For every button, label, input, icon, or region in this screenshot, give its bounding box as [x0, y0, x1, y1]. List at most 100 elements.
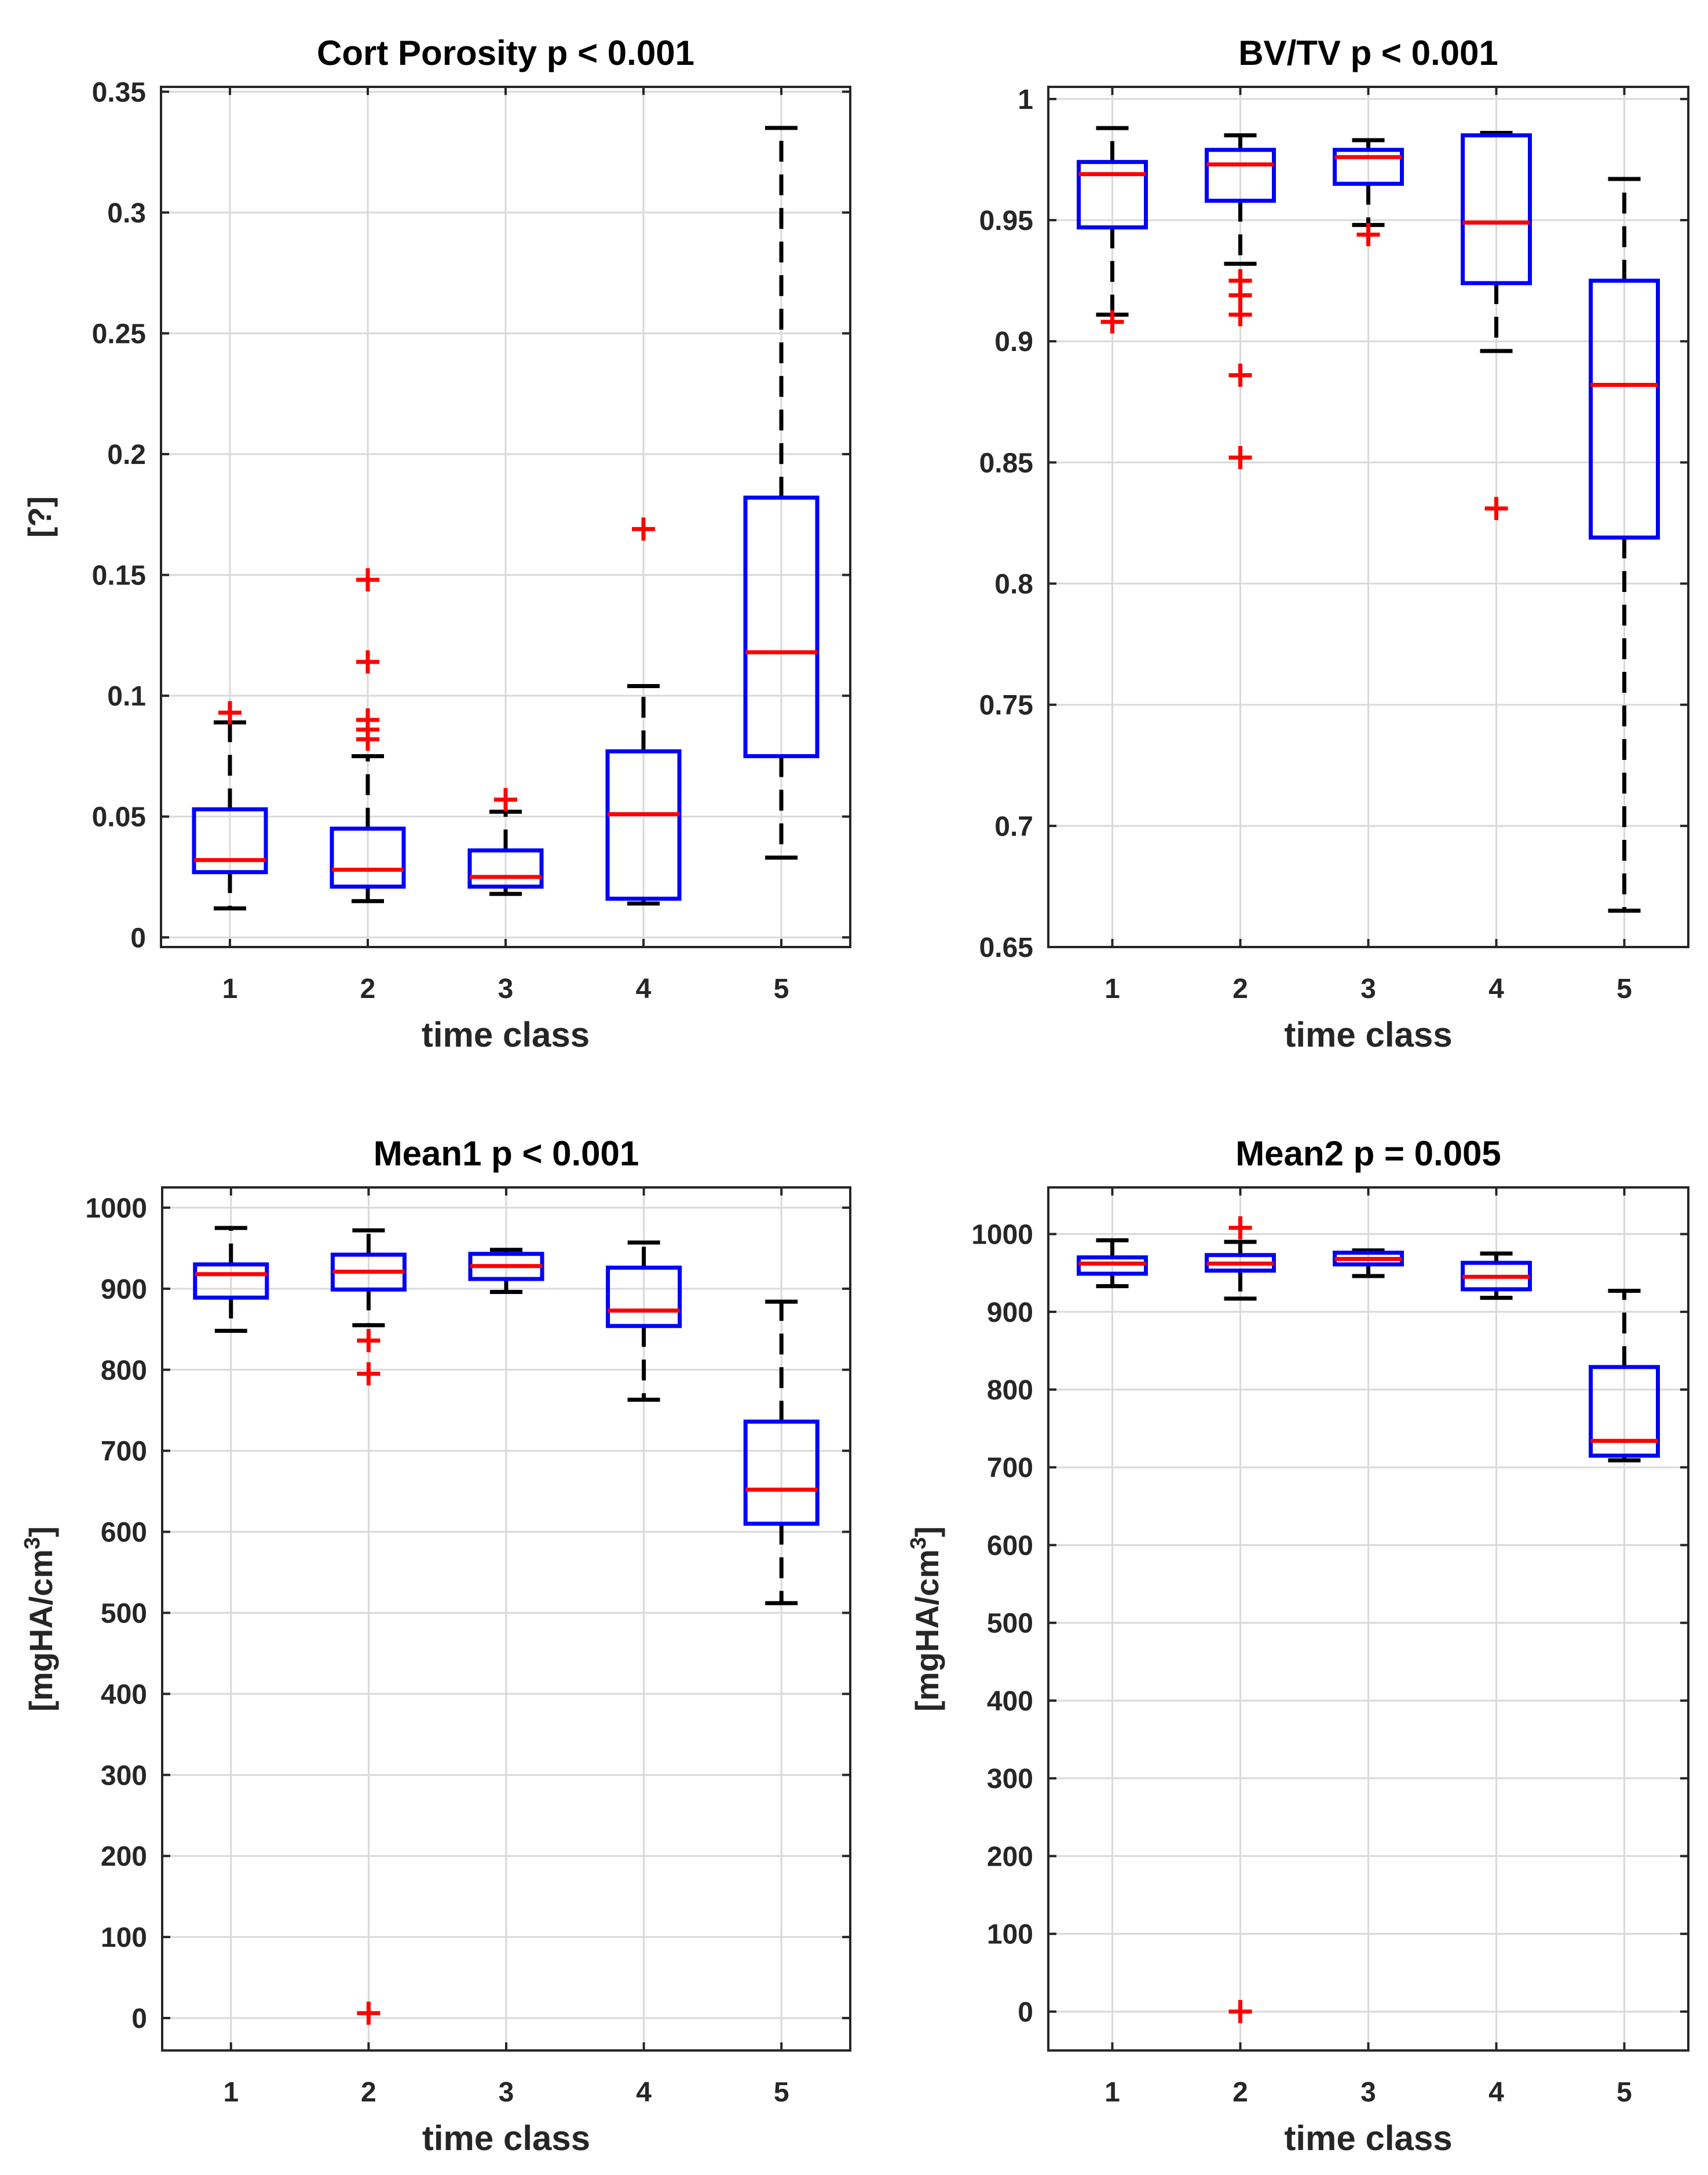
chart-panel-2: 0.65 0.7 0.75 0.8 0.85 0.9 0.95 1 1 2 3 4 5 BV/TV p <… [979, 34, 1689, 1054]
box-5 [743, 1299, 820, 1606]
y-tick-label: 0.85 [979, 448, 1033, 478]
y-tick-label: 0.9 [994, 327, 1033, 357]
y-tick-label: 0.3 [107, 198, 146, 229]
x-tick-label: 5 [1616, 974, 1632, 1004]
y-tick-label: 800 [987, 1375, 1033, 1406]
y-tick-label: 1 [1018, 85, 1033, 115]
x-tick-label: 2 [360, 974, 376, 1004]
x-tick-label: 1 [223, 2077, 239, 2108]
outlier-marker [1356, 223, 1380, 247]
outlier-marker [1228, 363, 1252, 387]
x-axis-label: time class [422, 2119, 590, 2158]
box-2 [1205, 133, 1276, 470]
iqr-box [1205, 148, 1276, 203]
x-tick-label: 5 [774, 974, 789, 1004]
y-tick-label: 200 [987, 1841, 1033, 1872]
x-axis-label: time class [1284, 2119, 1452, 2158]
y-axis-label: [mgHA/cm3] [906, 1526, 945, 1712]
y-axis-label-superscript: 3 [20, 1537, 45, 1549]
x-tick-label: 2 [361, 2077, 376, 2108]
outlier-marker [1228, 1999, 1252, 2023]
x-tick-label: 4 [1488, 2077, 1504, 2108]
y-axis-label-main: [?] [21, 496, 58, 538]
iqr-box [1077, 160, 1148, 230]
y-tick-label: 500 [101, 1599, 147, 1629]
axes-frame [160, 86, 851, 948]
y-tick-label: 0.1 [107, 681, 146, 712]
y-tick-label: 1000 [971, 1220, 1033, 1251]
y-tick-label: 0 [1018, 1997, 1033, 2028]
chart-panel-3: 0 100 200 300 400 500 600 700 800 900 1000 1 2 3 4 5 Mea… [20, 1134, 851, 2158]
y-tick-label: 800 [101, 1355, 147, 1386]
outlier-marker [494, 788, 517, 811]
outlier-marker [632, 517, 655, 541]
outlier-marker [357, 2001, 381, 2025]
iqr-box [330, 827, 406, 889]
y-tick-label: 400 [101, 1679, 147, 1710]
box-3 [1333, 1248, 1404, 1278]
box-5 [1589, 177, 1660, 913]
box-5 [1589, 1289, 1660, 1463]
box-3 [468, 1248, 544, 1294]
y-tick-label: 100 [101, 1922, 147, 1953]
y-tick-label: 600 [101, 1518, 147, 1548]
axes-frame [1047, 1186, 1689, 2052]
y-tick-label: 0 [131, 2004, 147, 2034]
y-tick-label: 1000 [85, 1193, 147, 1224]
x-tick-label: 4 [636, 2077, 652, 2108]
y-tick-label: 100 [987, 1920, 1033, 1950]
y-tick-label: 0.95 [979, 206, 1033, 236]
y-tick-label: 700 [101, 1436, 147, 1467]
y-tick-label: 0.15 [92, 561, 146, 591]
box-4 [1461, 130, 1532, 520]
iqr-box [1589, 279, 1660, 540]
iqr-box [1589, 1365, 1660, 1458]
box-2 [1205, 1216, 1276, 2023]
y-tick-label: 700 [987, 1453, 1033, 1483]
y-tick-label: 0.65 [979, 933, 1033, 963]
y-axis-label: [?] [21, 496, 58, 538]
outlier-marker [356, 650, 379, 674]
iqr-box [193, 1262, 269, 1300]
x-tick-label: 4 [1488, 974, 1504, 1004]
y-axis-label-suffix: ] [909, 1526, 945, 1537]
box-3 [1333, 138, 1404, 247]
y-tick-label: 900 [987, 1297, 1033, 1328]
box-2 [330, 568, 406, 904]
iqr-box [743, 495, 820, 758]
y-axis-label-main: [mgHA/cm [23, 1549, 59, 1712]
y-tick-label: 600 [987, 1530, 1033, 1561]
y-axis-label: [mgHA/cm3] [20, 1526, 59, 1712]
outlier-marker [357, 1329, 381, 1352]
chart-panel-1: 0 0.05 0.1 0.15 0.2 0.25 0.3 0.35 1 2 3 4 5 Cort Poro… [21, 34, 851, 1054]
y-tick-label: 300 [987, 1764, 1033, 1794]
box-5 [743, 126, 820, 860]
y-axis-label-superscript: 3 [906, 1537, 931, 1549]
iqr-box [743, 1419, 820, 1526]
box-4 [1461, 1251, 1532, 1300]
iqr-box [606, 1266, 682, 1328]
x-tick-label: 5 [774, 2077, 789, 2108]
outlier-marker [218, 701, 242, 725]
box-3 [467, 788, 544, 896]
box-1 [1077, 126, 1148, 334]
chart-title: Mean1 p < 0.001 [374, 1134, 639, 1173]
y-tick-label: 200 [101, 1841, 147, 1872]
box-1 [1077, 1238, 1148, 1288]
axes-frame [1047, 86, 1689, 948]
x-tick-label: 1 [222, 974, 238, 1004]
box-1 [193, 1226, 269, 1333]
x-axis-label: time class [422, 1015, 590, 1054]
iqr-box [605, 749, 682, 901]
box-4 [605, 517, 682, 906]
y-axis-label-suffix: ] [23, 1526, 59, 1537]
outlier-marker [356, 728, 379, 751]
outlier-marker [1228, 1216, 1252, 1240]
iqr-box [467, 848, 544, 889]
box-4 [606, 1240, 682, 1402]
x-tick-label: 3 [1360, 974, 1376, 1004]
x-tick-label: 1 [1104, 974, 1120, 1004]
x-tick-label: 2 [1232, 974, 1248, 1004]
box-2 [330, 1228, 407, 2025]
